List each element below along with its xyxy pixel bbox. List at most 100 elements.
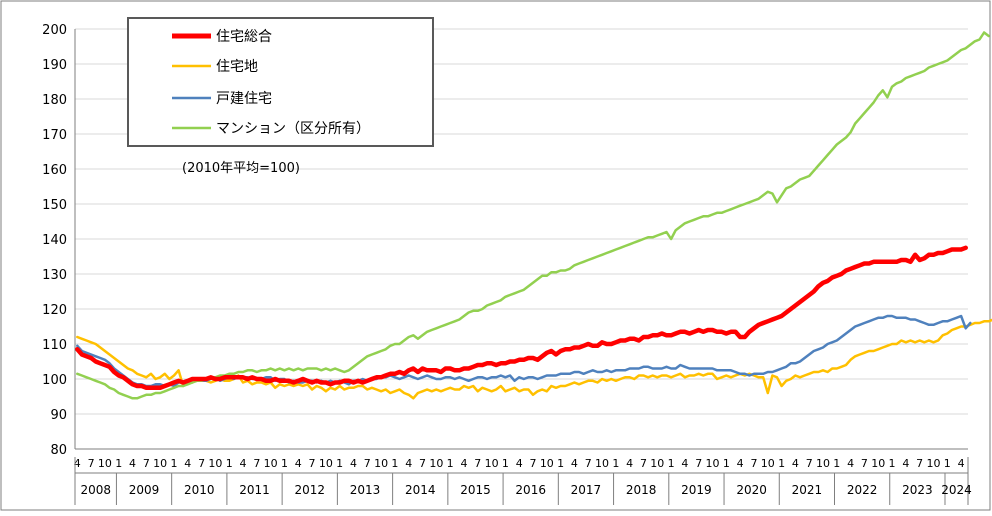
x-month-tick-label: 10: [319, 457, 333, 470]
x-year-label: 2013: [350, 483, 381, 497]
x-month-tick-label: 1: [502, 457, 509, 470]
x-year-label: 2010: [184, 483, 215, 497]
legend: 住宅総合 住宅地 戸建住宅 マンション（区分所有）: [127, 17, 434, 147]
x-year-label: 2017: [571, 483, 602, 497]
x-month-tick-label: 7: [198, 457, 205, 470]
x-month-tick-label: 4: [847, 457, 854, 470]
x-month-tick-label: 1: [226, 457, 233, 470]
x-month-tick-label: 10: [485, 457, 499, 470]
y-tick-label: 180: [42, 93, 67, 108]
x-month-tick-label: 1: [281, 457, 288, 470]
x-month-tick-label: 4: [626, 457, 633, 470]
x-month-tick-label: 10: [706, 457, 720, 470]
y-tick-label: 100: [42, 373, 67, 388]
x-month-tick-label: 10: [650, 457, 664, 470]
legend-label-detached-house: 戸建住宅: [216, 91, 272, 107]
x-month-tick-label: 4: [958, 457, 965, 470]
x-month-tick-label: 1: [612, 457, 619, 470]
x-month-tick-label: 10: [540, 457, 554, 470]
x-month-tick-label: 10: [816, 457, 830, 470]
x-year-label: 2023: [902, 483, 933, 497]
x-year-label: 2019: [681, 483, 712, 497]
x-year-label: 2018: [626, 483, 657, 497]
x-month-tick-label: 1: [557, 457, 564, 470]
series-line-residential-total: [75, 245, 968, 391]
x-month-tick-label: 10: [208, 457, 222, 470]
x-year-label: 2009: [129, 483, 160, 497]
x-month-tick-label: 4: [681, 457, 688, 470]
x-month-tick-label: 7: [585, 457, 592, 470]
x-year-label: 2016: [515, 483, 546, 497]
x-month-tick-label: 7: [364, 457, 371, 470]
x-month-tick-label: 7: [640, 457, 647, 470]
x-year-label: 2020: [736, 483, 767, 497]
x-year-label: 2011: [239, 483, 270, 497]
x-month-tick-label: 7: [309, 457, 316, 470]
x-month-tick-label: 1: [170, 457, 177, 470]
x-month-tick-label: 7: [474, 457, 481, 470]
x-year-label: 2024: [941, 483, 972, 497]
x-month-tick-label: 1: [336, 457, 343, 470]
x-month-tick-label: 7: [695, 457, 702, 470]
y-tick-label: 110: [42, 338, 67, 353]
x-month-tick-label: 1: [944, 457, 951, 470]
x-month-tick-label: 1: [391, 457, 398, 470]
x-month-tick-label: 10: [98, 457, 112, 470]
x-month-tick-label: 4: [240, 457, 247, 470]
x-month-tick-label: 4: [295, 457, 302, 470]
x-month-tick-label: 1: [778, 457, 785, 470]
x-month-tick-label: 7: [806, 457, 813, 470]
x-month-tick-label: 1: [447, 457, 454, 470]
legend-box: [127, 17, 434, 147]
x-month-tick-label: 4: [516, 457, 523, 470]
x-month-tick-label: 7: [530, 457, 537, 470]
x-month-tick-label: 7: [88, 457, 95, 470]
y-tick-label: 170: [42, 128, 67, 143]
legend-label-condominium: マンション（区分所有）: [216, 121, 370, 137]
x-month-tick-label: 7: [143, 457, 150, 470]
x-year-label: 2021: [792, 483, 823, 497]
y-tick-label: 150: [42, 198, 67, 213]
x-month-tick-label: 7: [916, 457, 923, 470]
x-month-tick-label: 10: [871, 457, 885, 470]
series-line-condominium: [76, 31, 990, 400]
x-year-label: 2014: [405, 483, 436, 497]
x-month-tick-label: 1: [889, 457, 896, 470]
x-year-label: 2015: [460, 483, 491, 497]
y-tick-label: 90: [50, 408, 67, 423]
legend-label-residential-land: 住宅地: [216, 59, 258, 75]
x-month-tick-label: 4: [184, 457, 191, 470]
x-year-label: 2008: [80, 483, 111, 497]
x-month-tick-label: 10: [429, 457, 443, 470]
x-month-tick-label: 4: [74, 457, 81, 470]
legend-label-residential-total: 住宅総合: [216, 29, 272, 45]
x-month-tick-label: 4: [129, 457, 136, 470]
x-month-tick-label: 7: [861, 457, 868, 470]
x-month-tick-label: 7: [253, 457, 260, 470]
x-month-tick-label: 1: [723, 457, 730, 470]
y-tick-label: 140: [42, 233, 67, 248]
x-year-label: 2022: [847, 483, 878, 497]
x-month-tick-label: 10: [761, 457, 775, 470]
x-month-tick-label: 10: [374, 457, 388, 470]
y-tick-label: 190: [42, 58, 67, 73]
x-month-tick-label: 4: [350, 457, 357, 470]
y-tick-label: 120: [42, 303, 67, 318]
x-month-tick-label: 10: [595, 457, 609, 470]
y-tick-label: 130: [42, 268, 67, 283]
x-month-tick-label: 7: [750, 457, 757, 470]
x-month-tick-label: 1: [668, 457, 675, 470]
x-month-tick-label: 4: [737, 457, 744, 470]
x-month-tick-label: 1: [115, 457, 122, 470]
x-month-tick-label: 4: [460, 457, 467, 470]
x-month-tick-label: 4: [792, 457, 799, 470]
y-tick-label: 160: [42, 163, 67, 178]
x-month-tick-label: 4: [405, 457, 412, 470]
series-lines: [75, 31, 992, 400]
y-tick-label: 200: [42, 23, 67, 38]
x-month-tick-label: 10: [264, 457, 278, 470]
series-line-residential-land: [76, 318, 992, 400]
